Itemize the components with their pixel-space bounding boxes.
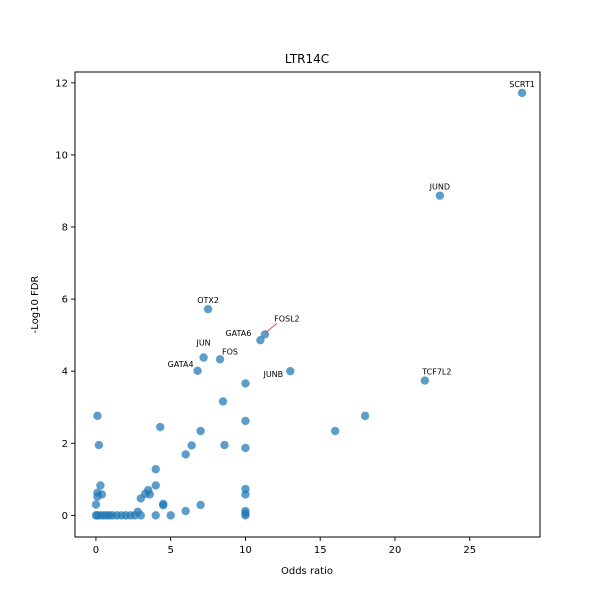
- data-point: [241, 490, 250, 499]
- data-point: [420, 376, 430, 385]
- data-point: [220, 440, 229, 450]
- data-point: [96, 481, 105, 490]
- data-point: [156, 422, 165, 432]
- y-axis-label: -Log10 FDR: [30, 276, 41, 334]
- y-tick-label: 10: [55, 150, 68, 161]
- data-point: [199, 353, 208, 362]
- y-tick-label: 4: [62, 367, 68, 378]
- data-point: [241, 443, 250, 453]
- x-tick-label: 25: [463, 545, 476, 556]
- data-point: [93, 411, 102, 421]
- x-tick-label: 15: [314, 545, 327, 556]
- x-tick-label: 10: [239, 545, 252, 556]
- data-point: [151, 481, 160, 490]
- data-point: [517, 88, 527, 98]
- point-label: SCRT1: [509, 80, 535, 89]
- data-point: [159, 501, 168, 510]
- point-label: JUN: [195, 338, 210, 347]
- point-label: OTX2: [197, 296, 219, 305]
- data-point: [260, 330, 270, 339]
- data-point: [166, 511, 175, 520]
- point-label: JUNB: [262, 370, 283, 379]
- y-tick-label: 12: [55, 78, 68, 89]
- data-point: [241, 379, 250, 388]
- data-point: [181, 506, 190, 516]
- data-point: [136, 494, 145, 503]
- data-point: [241, 416, 250, 426]
- x-tick-label: 20: [389, 545, 402, 556]
- data-point: [130, 511, 140, 520]
- point-label: FOSL2: [274, 314, 300, 323]
- data-point: [187, 441, 196, 450]
- data-point: [360, 411, 370, 421]
- data-point: [218, 397, 228, 406]
- data-point: [196, 426, 205, 436]
- point-label: TCF7L2: [421, 368, 451, 377]
- annotation-leader: [265, 323, 278, 333]
- x-tick-label: 5: [168, 545, 174, 556]
- data-point: [286, 366, 295, 376]
- data-point: [203, 304, 213, 314]
- y-tick-label: 8: [62, 223, 68, 234]
- data-point: [93, 492, 102, 501]
- x-axis: 0 5 10 15 20 25: [93, 537, 476, 556]
- y-tick-label: 0: [62, 511, 68, 522]
- plot-frame: [74, 71, 541, 538]
- x-tick-label: 0: [93, 545, 99, 556]
- y-tick-label: 2: [62, 439, 68, 450]
- point-label: GATA6: [225, 329, 251, 338]
- point-label: GATA4: [168, 360, 194, 369]
- data-point: [91, 500, 101, 509]
- data-point: [181, 450, 190, 459]
- chart-title: LTR14C: [285, 52, 329, 66]
- data-point: [151, 511, 160, 520]
- data-point: [145, 490, 154, 499]
- data-point: [94, 440, 104, 450]
- data-point: [193, 366, 202, 376]
- data-point: [215, 355, 225, 364]
- y-tick-label: 6: [62, 295, 68, 306]
- x-axis-label: Odds ratio: [281, 566, 333, 577]
- y-axis: 0 2 4 6 8 10 12: [55, 78, 75, 522]
- point-label: FOS: [222, 347, 238, 356]
- data-point: [196, 500, 205, 510]
- data-point: [435, 191, 445, 200]
- plot-marks: SCRT1 JUND OTX2 FOSL2 GATA6 JUN FOS GATA4 JUNB TC…: [91, 80, 535, 520]
- data-point: [330, 426, 340, 436]
- data-point: [256, 335, 265, 345]
- point-label: JUND: [429, 183, 450, 192]
- data-point: [241, 509, 250, 518]
- data-point: [136, 511, 145, 520]
- data-point: [151, 465, 160, 474]
